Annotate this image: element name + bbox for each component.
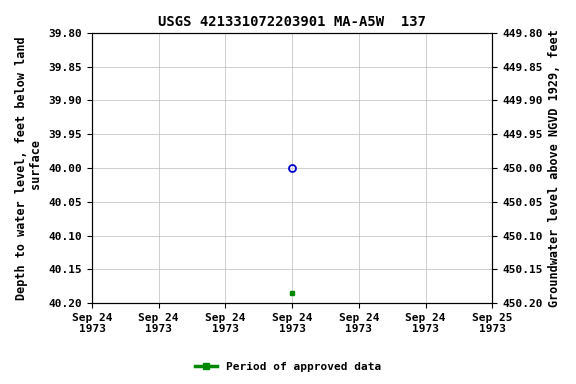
Legend: Period of approved data: Period of approved data (191, 358, 385, 377)
Title: USGS 421331072203901 MA-A5W  137: USGS 421331072203901 MA-A5W 137 (158, 15, 426, 29)
Y-axis label: Groundwater level above NGVD 1929, feet: Groundwater level above NGVD 1929, feet (548, 29, 561, 307)
Y-axis label: Depth to water level, feet below land
 surface: Depth to water level, feet below land su… (15, 36, 43, 300)
